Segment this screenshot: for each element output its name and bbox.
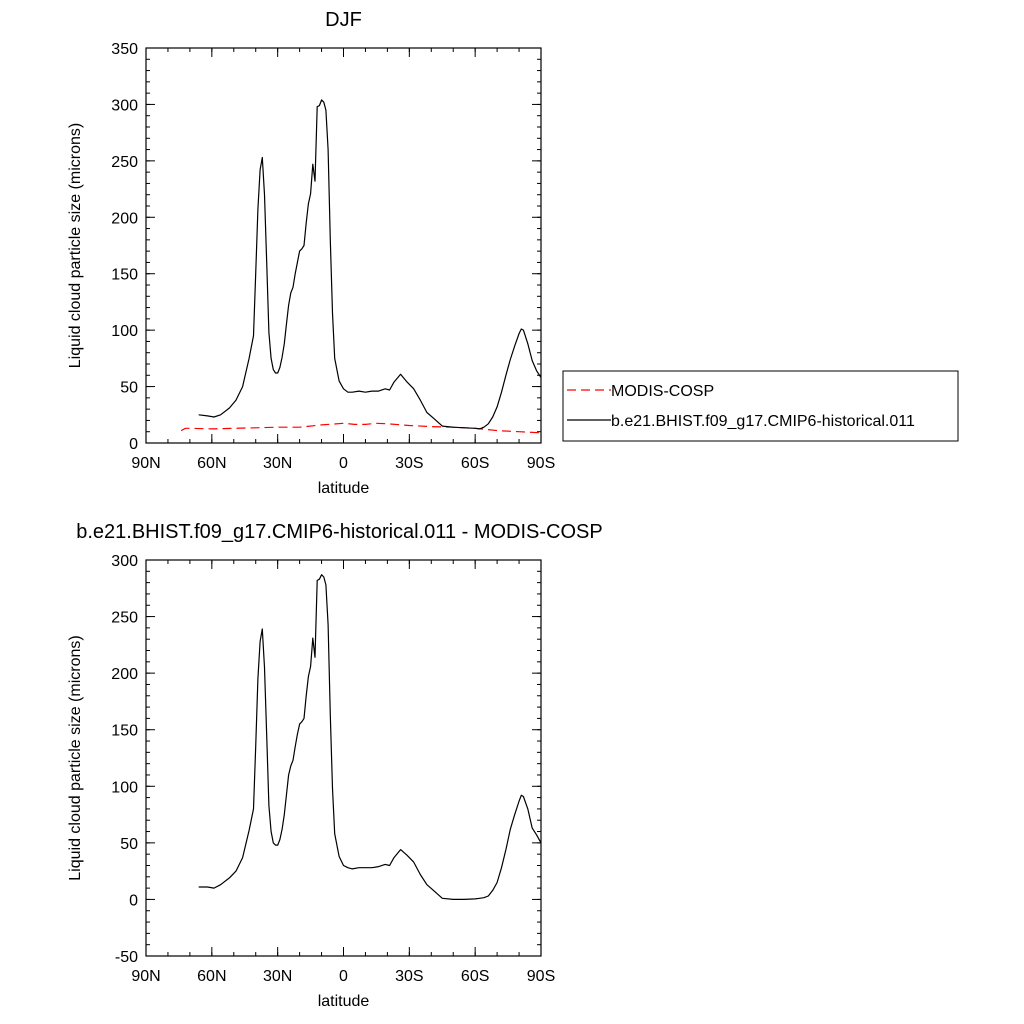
y-tick-label: 350: [111, 41, 138, 58]
x-tick-label: 90N: [131, 455, 160, 472]
x-tick-label: 60S: [461, 455, 489, 472]
y-tick-label: -50: [115, 949, 138, 966]
y-axis-label: Liquid cloud particle size (microns): [67, 635, 84, 880]
x-tick-label: 60N: [197, 455, 226, 472]
x-axis-label: latitude: [318, 480, 370, 497]
x-tick-label: 90N: [131, 968, 160, 985]
y-tick-label: 200: [111, 666, 138, 683]
y-tick-label: 100: [111, 323, 138, 340]
chart-title: b.e21.BHIST.f09_g17.CMIP6-historical.011…: [76, 521, 603, 543]
legend-entry-label: b.e21.BHIST.f09_g17.CMIP6-historical.011: [611, 413, 915, 430]
plot-frame: [145, 559, 542, 957]
legend: MODIS-COSP b.e21.BHIST.f09_g17.CMIP6-hist…: [562, 370, 959, 442]
chart-panel-2: b.e21.BHIST.f09_g17.CMIP6-historical.011…: [67, 521, 603, 1010]
y-axis-label: Liquid cloud particle size (microns): [67, 123, 84, 368]
y-tick-label: 200: [111, 210, 138, 227]
x-tick-label: 60S: [461, 968, 489, 985]
y-tick-label: 0: [129, 436, 138, 453]
x-tick-label: 30S: [395, 455, 423, 472]
y-tick-label: 150: [111, 267, 138, 284]
x-tick-label: 60N: [197, 968, 226, 985]
y-tick-label: 250: [111, 154, 138, 171]
x-tick-label: 0: [339, 455, 348, 472]
x-tick-label: 30N: [263, 968, 292, 985]
chart-title: DJF: [325, 9, 362, 31]
x-tick-label: 30N: [263, 455, 292, 472]
y-tick-label: 50: [120, 380, 138, 397]
y-tick-label: 300: [111, 97, 138, 114]
y-tick-label: 0: [129, 892, 138, 909]
y-tick-label: 150: [111, 723, 138, 740]
series-line-b-e21-bhist-f09-g17-cmip6-historical-011: [198, 99, 541, 430]
x-tick-label: 90S: [527, 455, 555, 472]
series-line-difference: [198, 574, 541, 901]
x-tick-label: 0: [339, 968, 348, 985]
x-tick-label: 30S: [395, 968, 423, 985]
y-tick-label: 50: [120, 836, 138, 853]
y-tick-label: 300: [111, 553, 138, 570]
y-tick-label: 100: [111, 779, 138, 796]
x-axis-label: latitude: [318, 993, 370, 1010]
chart-panel-1: DJF 0 50 100 150 200 250 300 350 90N 60N 30N 0 30S 60S…: [67, 9, 959, 497]
y-tick-label: 250: [111, 610, 138, 627]
x-tick-label: 90S: [527, 968, 555, 985]
legend-entry-label: MODIS-COSP: [611, 383, 714, 400]
legend-box: [562, 370, 959, 442]
plot-frame: [145, 47, 542, 444]
